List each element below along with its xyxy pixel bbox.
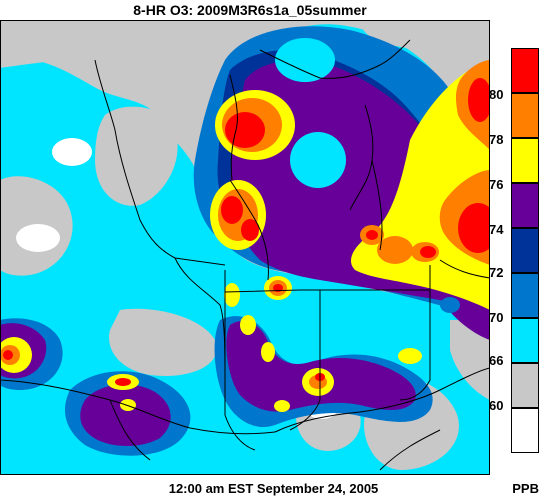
- legend-bin-navy: [511, 228, 539, 273]
- legend-label-60: 60: [489, 398, 504, 413]
- hotspot-indiana: [224, 276, 460, 396]
- hotspot-northeast: [350, 60, 490, 310]
- legend-bin-red: [511, 48, 539, 93]
- legend-bin-blue: [511, 273, 539, 318]
- legend-bin-gray: [511, 363, 539, 408]
- map-frame: [0, 20, 490, 475]
- legend-label-76: 76: [489, 177, 504, 192]
- gray-patch: [0, 20, 230, 68]
- legend-label-78: 78: [489, 132, 504, 147]
- purple-region: [226, 321, 416, 412]
- legend-label-66: 66: [489, 353, 504, 368]
- map-footer: 12:00 am EST September 24, 2005 PPB: [0, 481, 547, 499]
- color-legend: [511, 48, 541, 453]
- legend-label-70: 70: [489, 310, 504, 325]
- white-patch: [52, 138, 92, 166]
- legend-bin-orange: [511, 93, 539, 138]
- legend-label-74: 74: [489, 222, 504, 237]
- gray-patch: [360, 20, 490, 60]
- legend-bin-yellow: [511, 138, 539, 183]
- unit-label: PPB: [512, 481, 539, 496]
- hotspot-missouri: [0, 337, 32, 373]
- white-patch: [16, 224, 60, 252]
- ozone-map: [0, 20, 490, 475]
- map-title: 8-HR O3: 2009M3R6s1a_05summer: [133, 2, 367, 18]
- hotspot-northwest: [215, 90, 295, 160]
- gray-patch: [109, 308, 217, 376]
- legend-label-72: 72: [489, 265, 504, 280]
- legend-bin-white: [511, 408, 539, 453]
- gray-patch: [450, 320, 490, 400]
- hotspot-west-shore: [210, 180, 266, 250]
- purple-region: [80, 384, 171, 446]
- state-borders: [0, 39, 490, 471]
- hotspot-illinois-south: [107, 374, 290, 412]
- cyan-patch: [290, 132, 346, 188]
- legend-bin-cyan: [511, 318, 539, 363]
- cyan-patch: [275, 38, 335, 82]
- legend-bin-purple: [511, 183, 539, 228]
- legend-label-80: 80: [489, 87, 504, 102]
- timestamp: 12:00 am EST September 24, 2005: [168, 481, 379, 496]
